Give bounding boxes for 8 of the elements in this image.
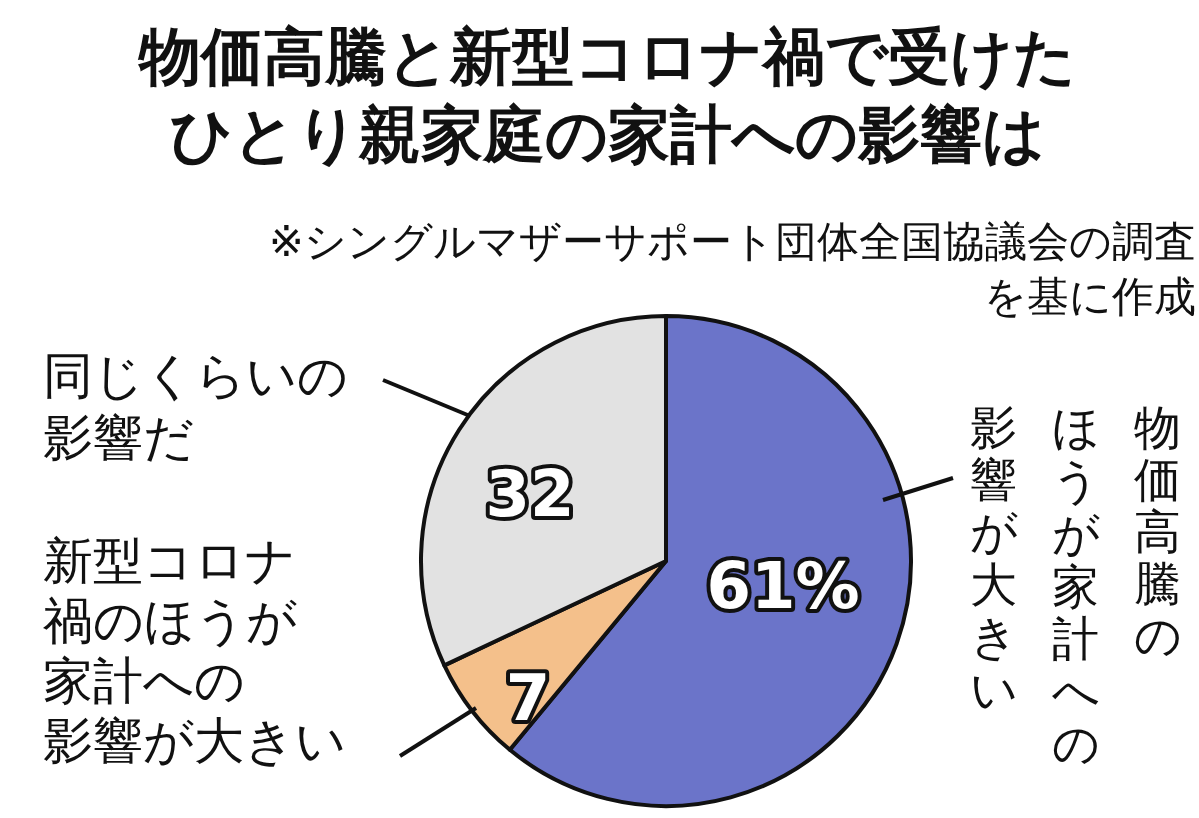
slice-label: 同じくらいの影響だ <box>43 347 348 467</box>
data-label: 61% <box>706 549 860 623</box>
data-label: 7 <box>505 661 551 735</box>
data-label: 32 <box>485 457 575 531</box>
chart-title: 物価高騰と新型コロナ禍で受けたひとり親家庭の家計への影響は <box>136 20 1076 171</box>
chart-subtitle: ※シングルマザーサポート団体全国協議会の調査を基に作成 <box>268 217 1196 321</box>
slice-label: 物価高騰のほうが家計への影響が大きい <box>970 400 1187 771</box>
slice-label: 新型コロナ禍のほうが家計への影響が大きい <box>43 532 346 770</box>
